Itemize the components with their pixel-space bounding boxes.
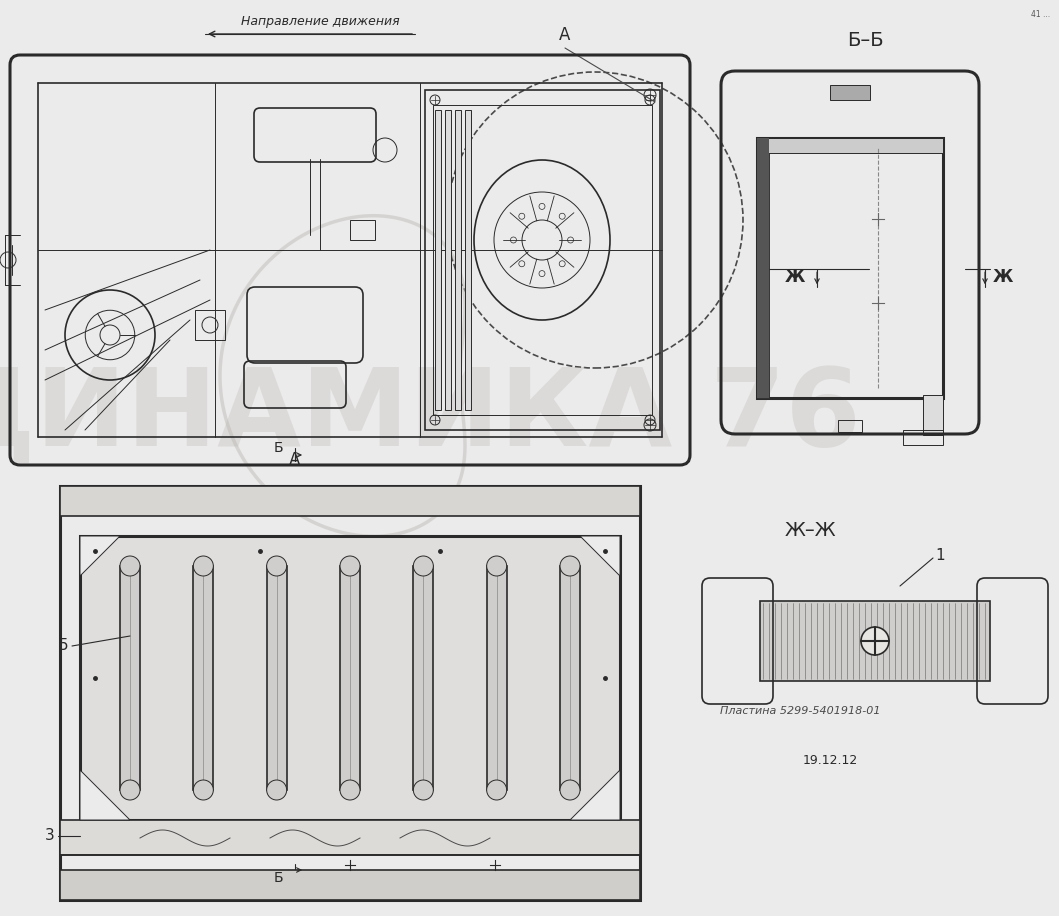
Circle shape	[413, 780, 433, 800]
Circle shape	[267, 780, 287, 800]
Bar	[923, 395, 943, 435]
Bar	[60, 486, 640, 900]
Text: 19.12.12: 19.12.12	[803, 755, 858, 768]
Text: Б: Б	[273, 871, 283, 885]
Circle shape	[413, 556, 433, 576]
Text: 5: 5	[58, 638, 68, 653]
Text: 1: 1	[935, 549, 945, 563]
Bar	[60, 820, 640, 855]
Polygon shape	[570, 770, 620, 820]
Bar	[838, 420, 862, 432]
Bar	[445, 110, 451, 410]
Bar	[60, 855, 640, 875]
Bar	[60, 486, 640, 516]
Text: Пластина 5299-5401918-01: Пластина 5299-5401918-01	[720, 706, 880, 716]
Bar	[760, 601, 990, 681]
Bar	[340, 566, 360, 790]
Bar	[425, 90, 660, 430]
Bar	[455, 110, 461, 410]
Polygon shape	[80, 770, 130, 820]
Text: Ж: Ж	[993, 268, 1013, 286]
Bar	[413, 566, 433, 790]
Circle shape	[120, 780, 140, 800]
Bar	[267, 566, 287, 790]
Circle shape	[560, 556, 580, 576]
Circle shape	[560, 780, 580, 800]
Circle shape	[487, 780, 506, 800]
Text: Ж: Ж	[785, 268, 805, 286]
Text: ДИНАМИКА 76: ДИНАМИКА 76	[0, 363, 861, 469]
Circle shape	[194, 780, 213, 800]
Bar	[80, 536, 620, 820]
Text: Ж–Ж: Ж–Ж	[784, 521, 836, 540]
Text: 3: 3	[46, 828, 55, 844]
Text: Б: Б	[273, 441, 283, 455]
Text: А: А	[289, 451, 301, 469]
Circle shape	[487, 556, 506, 576]
Bar	[194, 566, 213, 790]
Text: Б–Б: Б–Б	[847, 30, 883, 49]
Bar	[433, 105, 652, 415]
Text: 41 ...: 41 ...	[1030, 10, 1051, 19]
Bar	[560, 566, 580, 790]
Bar	[903, 430, 943, 445]
Circle shape	[194, 556, 213, 576]
Bar	[757, 138, 769, 398]
Polygon shape	[580, 536, 620, 576]
Bar	[120, 566, 140, 790]
Text: Направление движения: Направление движения	[240, 15, 399, 28]
Circle shape	[861, 627, 889, 655]
Polygon shape	[80, 536, 120, 576]
Circle shape	[267, 556, 287, 576]
Bar	[351, 220, 375, 240]
Bar	[435, 110, 441, 410]
Bar	[830, 85, 870, 100]
Bar	[195, 310, 225, 340]
Circle shape	[340, 556, 360, 576]
Bar	[757, 138, 943, 153]
Text: А: А	[559, 26, 571, 44]
Bar	[487, 566, 506, 790]
Bar	[757, 138, 943, 398]
Bar	[465, 110, 471, 410]
Bar	[757, 138, 769, 398]
Circle shape	[340, 780, 360, 800]
Circle shape	[120, 556, 140, 576]
Bar	[60, 870, 640, 900]
